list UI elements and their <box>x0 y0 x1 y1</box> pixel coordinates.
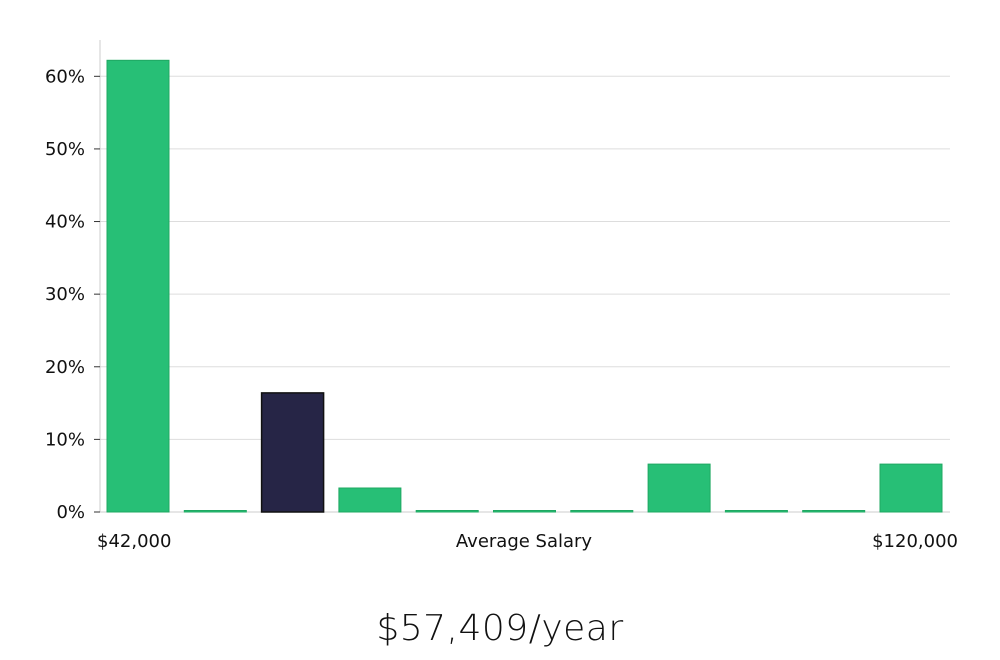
bar <box>802 510 866 513</box>
x-min-label: $42,000 <box>97 531 171 552</box>
bar <box>338 487 402 513</box>
y-tick-label: 40% <box>45 212 85 233</box>
x-max-label: $120,000 <box>872 531 958 552</box>
y-tick-label: 10% <box>45 429 85 450</box>
bar <box>570 510 634 513</box>
y-tick-label: 30% <box>45 284 85 305</box>
bar <box>183 510 247 513</box>
bars <box>106 59 943 513</box>
bar <box>415 510 479 513</box>
x-axis-title: Average Salary <box>456 531 593 552</box>
bar <box>647 463 711 513</box>
average-salary-headline: $57,409/year <box>376 608 624 649</box>
bar <box>879 463 943 513</box>
bar <box>724 510 788 513</box>
bar <box>106 59 170 513</box>
y-tick-label: 60% <box>45 66 85 87</box>
salary-distribution-chart: 0% 10% 20% 30% 40% 50% 60% $42,000 Average Sal… <box>45 40 958 552</box>
axes <box>99 40 950 513</box>
bar <box>493 510 556 513</box>
x-axis-labels: $42,000 Average Salary $120,000 <box>97 531 958 552</box>
bar-highlighted <box>260 392 325 513</box>
grid-lines <box>100 75 950 440</box>
y-axis-ticks: 0% 10% 20% 30% 40% 50% 60% <box>45 66 100 523</box>
y-tick-label: 0% <box>56 502 85 523</box>
y-tick-label: 50% <box>45 139 85 160</box>
y-tick-label: 20% <box>45 357 85 378</box>
